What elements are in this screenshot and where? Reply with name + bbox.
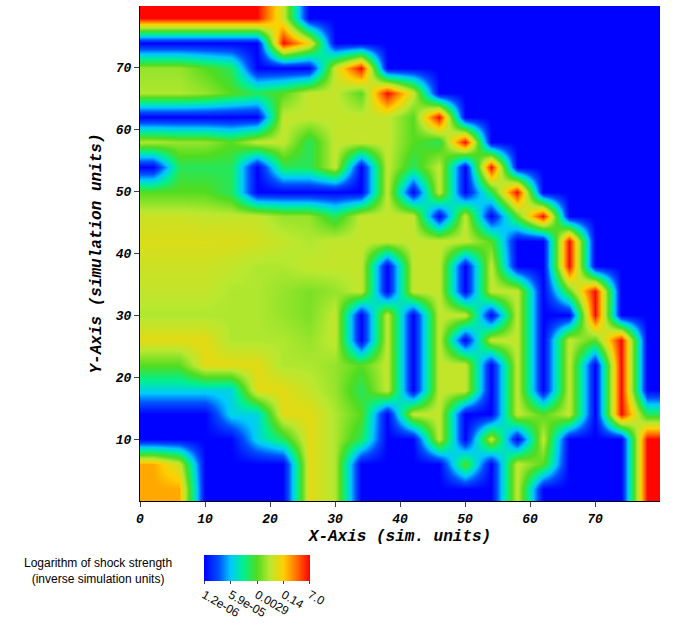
svg-text:30: 30 <box>327 512 343 527</box>
svg-text:60: 60 <box>116 123 132 138</box>
svg-text:50: 50 <box>116 185 132 200</box>
svg-text:X-Axis (sim. units): X-Axis (sim. units) <box>308 528 491 546</box>
svg-text:1.2e-06: 1.2e-06 <box>200 588 243 621</box>
svg-text:60: 60 <box>522 512 538 527</box>
svg-text:50: 50 <box>457 512 473 527</box>
svg-text:0.14: 0.14 <box>279 588 307 612</box>
svg-text:70: 70 <box>116 61 132 76</box>
svg-text:Logarithm of shock strength(in: Logarithm of shock strength(inverse simu… <box>24 556 172 586</box>
svg-text:40: 40 <box>116 247 132 262</box>
svg-text:40: 40 <box>392 512 408 527</box>
svg-text:0.0029: 0.0029 <box>253 588 292 619</box>
svg-text:Y-Axis (simulation units): Y-Axis (simulation units) <box>88 133 106 373</box>
svg-text:30: 30 <box>116 309 132 324</box>
svg-text:0: 0 <box>136 512 144 527</box>
svg-text:20: 20 <box>262 512 278 527</box>
svg-text:10: 10 <box>116 433 132 448</box>
svg-text:70: 70 <box>587 512 603 527</box>
svg-text:10: 10 <box>197 512 213 527</box>
svg-text:5.9e-05: 5.9e-05 <box>226 588 269 621</box>
svg-text:7.0: 7.0 <box>305 588 327 609</box>
svg-text:20: 20 <box>116 371 132 386</box>
